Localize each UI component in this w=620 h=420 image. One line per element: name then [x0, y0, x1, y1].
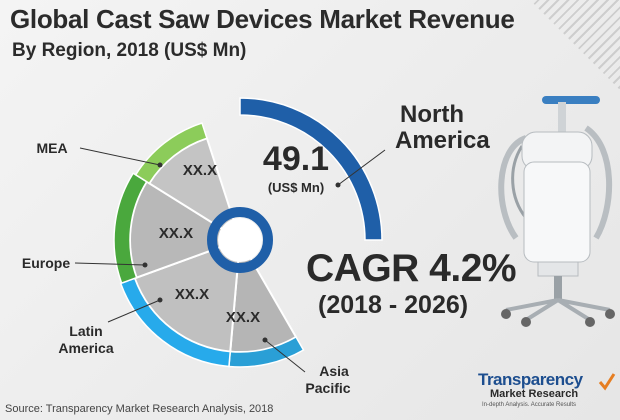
- logo-name: Transparency: [478, 370, 583, 389]
- region-label-north-america: America: [395, 127, 490, 154]
- cagr-text: CAGR 4.2%: [306, 247, 517, 290]
- logo-check-icon: [598, 373, 616, 391]
- leader-dot-north-america: [335, 182, 341, 188]
- region-label-asia-pacific: Pacific: [305, 380, 350, 396]
- arc-mea: [134, 122, 208, 185]
- region-label-north-america: North: [400, 101, 464, 128]
- leader-dot-latin-america: [157, 297, 163, 303]
- logo-subtitle: Market Research: [490, 388, 579, 400]
- slice-value-mea: XX.X: [183, 162, 217, 179]
- source-note: Source: Transparency Market Research Ana…: [5, 403, 274, 415]
- region-label-mea: MEA: [36, 140, 67, 156]
- chart-subtitle: By Region, 2018 (US$ Mn): [12, 40, 247, 61]
- center-hole: [218, 218, 262, 262]
- slice-value-asia-pacific: XX.X: [226, 309, 260, 326]
- cagr-period: (2018 - 2026): [318, 291, 469, 319]
- chart-title: Global Cast Saw Devices Market Revenue: [10, 4, 515, 34]
- region-label-latin-america: America: [58, 340, 113, 356]
- leader-line-mea: [79, 147, 161, 166]
- arc-north-america: [239, 97, 383, 241]
- leader-dot-asia-pacific: [262, 337, 268, 343]
- region-label-asia-pacific: Asia: [319, 363, 349, 379]
- cast-saw-device-image: [498, 96, 615, 327]
- region-label-latin-america: Latin: [69, 323, 102, 339]
- slice-value-europe: XX.X: [159, 225, 193, 242]
- leader-dot-mea: [157, 162, 163, 168]
- logo-tagline: In-depth Analysis. Accurate Results: [482, 402, 577, 408]
- leader-line-asia-pacific: [264, 339, 306, 373]
- leader-line-latin-america: [107, 299, 161, 323]
- leader-line-north-america: [337, 149, 386, 186]
- tmr-logo: Transparency Market Research In-depth An…: [478, 370, 618, 414]
- value-unit: (US$ Mn): [267, 180, 325, 195]
- center-ring: [207, 207, 273, 273]
- region-label-europe: Europe: [22, 255, 70, 271]
- leader-dot-europe: [142, 262, 148, 268]
- slice-value-latin-america: XX.X: [175, 286, 209, 303]
- north-america-value: 49.1: [262, 140, 330, 178]
- leader-line-europe: [74, 262, 146, 266]
